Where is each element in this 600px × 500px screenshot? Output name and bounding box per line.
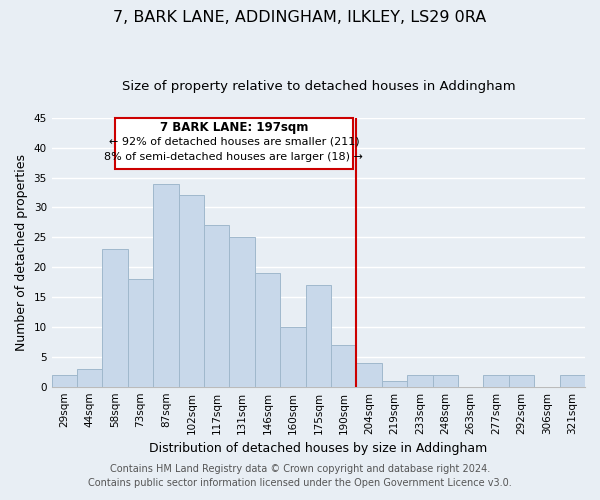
Bar xyxy=(153,184,179,386)
Text: ← 92% of detached houses are smaller (211): ← 92% of detached houses are smaller (21… xyxy=(109,136,359,146)
Bar xyxy=(331,345,356,387)
Bar xyxy=(509,374,534,386)
Bar xyxy=(433,374,458,386)
Bar xyxy=(77,369,103,386)
Bar xyxy=(128,279,153,386)
Y-axis label: Number of detached properties: Number of detached properties xyxy=(15,154,28,350)
Bar xyxy=(255,273,280,386)
Bar xyxy=(407,374,433,386)
Bar xyxy=(305,285,331,386)
Bar xyxy=(356,363,382,386)
Bar xyxy=(484,374,509,386)
X-axis label: Distribution of detached houses by size in Addingham: Distribution of detached houses by size … xyxy=(149,442,487,455)
Bar xyxy=(280,327,305,386)
Text: 8% of semi-detached houses are larger (18) →: 8% of semi-detached houses are larger (1… xyxy=(104,152,364,162)
Bar xyxy=(204,226,229,386)
Text: 7, BARK LANE, ADDINGHAM, ILKLEY, LS29 0RA: 7, BARK LANE, ADDINGHAM, ILKLEY, LS29 0R… xyxy=(113,10,487,25)
FancyBboxPatch shape xyxy=(115,118,353,168)
Bar xyxy=(179,196,204,386)
Bar xyxy=(103,249,128,386)
Bar xyxy=(382,380,407,386)
Bar xyxy=(229,238,255,386)
Title: Size of property relative to detached houses in Addingham: Size of property relative to detached ho… xyxy=(122,80,515,93)
Bar xyxy=(560,374,585,386)
Bar xyxy=(52,374,77,386)
Text: Contains HM Land Registry data © Crown copyright and database right 2024.
Contai: Contains HM Land Registry data © Crown c… xyxy=(88,464,512,487)
Text: 7 BARK LANE: 197sqm: 7 BARK LANE: 197sqm xyxy=(160,121,308,134)
